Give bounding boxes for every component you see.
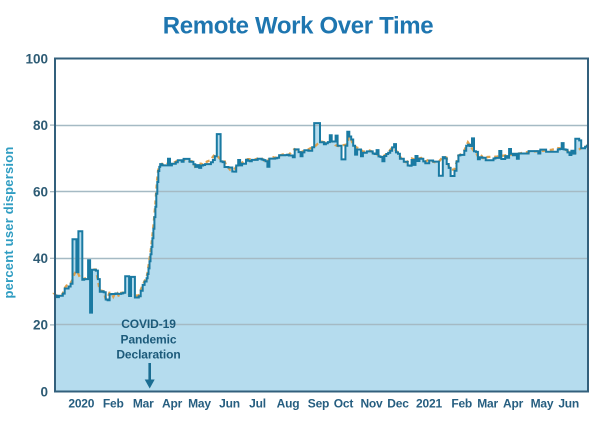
svg-text:Oct: Oct [334, 397, 354, 411]
svg-text:Apr: Apr [503, 397, 524, 411]
svg-text:Mar: Mar [133, 397, 154, 411]
svg-text:2020: 2020 [68, 397, 94, 411]
svg-text:Jul: Jul [249, 397, 266, 411]
svg-text:Declaration: Declaration [116, 348, 180, 362]
svg-text:60: 60 [33, 185, 48, 200]
svg-text:2021: 2021 [416, 397, 442, 411]
svg-text:May: May [188, 397, 211, 411]
svg-text:Nov: Nov [360, 397, 383, 411]
svg-text:Jun: Jun [219, 397, 240, 411]
svg-text:Sep: Sep [308, 397, 329, 411]
svg-text:Dec: Dec [387, 397, 409, 411]
svg-text:Mar: Mar [477, 397, 498, 411]
svg-text:Apr: Apr [162, 397, 183, 411]
svg-text:80: 80 [33, 118, 48, 133]
svg-text:May: May [531, 397, 554, 411]
svg-text:Pandemic: Pandemic [121, 333, 177, 347]
svg-text:Feb: Feb [103, 397, 124, 411]
svg-text:40: 40 [33, 251, 48, 266]
svg-text:100: 100 [25, 51, 48, 66]
svg-text:percent user dispersion: percent user dispersion [1, 147, 16, 299]
svg-text:20: 20 [33, 318, 48, 333]
svg-text:Remote Work Over Time: Remote Work Over Time [163, 13, 434, 40]
svg-text:Feb: Feb [451, 397, 472, 411]
svg-text:Jun: Jun [558, 397, 579, 411]
svg-text:COVID-19: COVID-19 [121, 317, 176, 331]
svg-text:Aug: Aug [277, 397, 300, 411]
svg-text:0: 0 [40, 384, 48, 399]
